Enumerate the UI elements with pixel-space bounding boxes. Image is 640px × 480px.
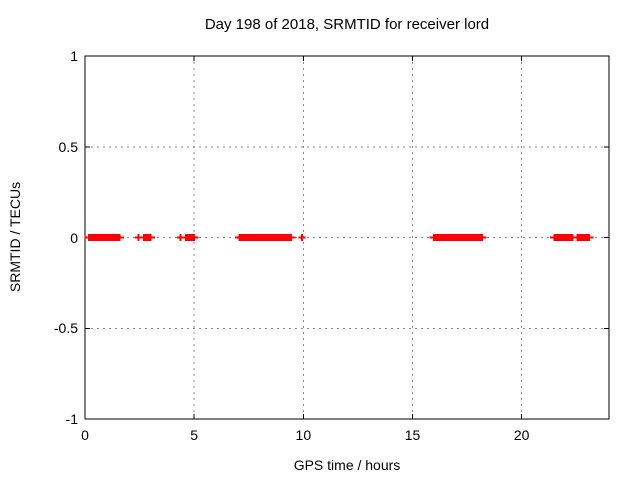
data-segment — [238, 234, 292, 241]
y-tick-label: -0.5 — [53, 320, 78, 337]
y-tick-label: -1 — [65, 411, 78, 427]
y-tick-label: 1 — [70, 48, 78, 64]
data-segment — [88, 234, 121, 241]
y-axis-title: SRMTID / TECUs — [7, 181, 23, 293]
x-tick-label: 5 — [190, 427, 199, 443]
data-segment — [184, 234, 196, 241]
x-tick-label: 10 — [295, 427, 312, 443]
x-tick-label: 0 — [81, 427, 89, 443]
x-tick-label: 20 — [513, 427, 530, 443]
chart-title: Day 198 of 2018, SRMTID for receiver lor… — [204, 16, 490, 33]
x-tick-label: 15 — [404, 427, 421, 443]
y-tick-label: 0.5 — [58, 138, 78, 155]
x-axis-title: GPS time / hours — [293, 457, 401, 473]
data-segment — [553, 234, 574, 241]
data-segment — [143, 234, 152, 241]
y-tick-label: 0 — [70, 229, 78, 246]
data-segment — [576, 234, 591, 241]
data-segment — [432, 234, 484, 241]
